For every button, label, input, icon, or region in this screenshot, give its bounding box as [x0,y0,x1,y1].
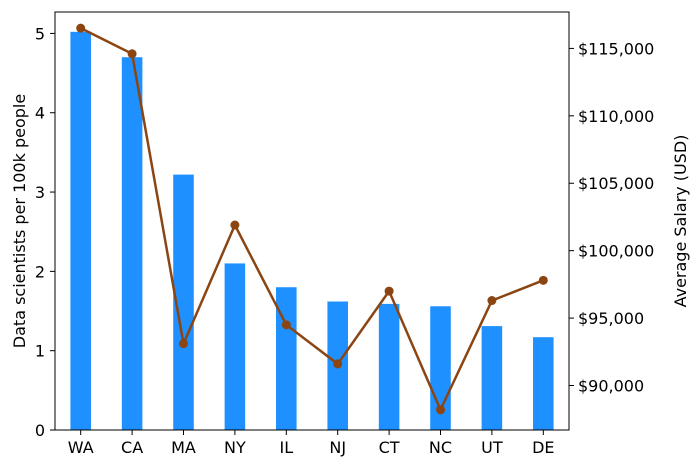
y-axis-left-label: Data scientists per 100k people [10,94,29,348]
plot-frame [54,11,570,431]
salary-point-ct [384,286,394,296]
y-right-tick-label: $105,000 [578,174,654,193]
bar-de [533,337,554,430]
salary-point-nc [436,405,445,415]
y-right-tick-label: $95,000 [578,309,644,328]
y-left-tick-label: 2 [35,262,45,281]
line-series [76,23,548,415]
y-left-tick-label: 4 [35,104,45,123]
y-right-tick-label: $115,000 [578,39,654,58]
x-tick-label: WA [68,438,94,457]
y-left-tick-label: 0 [35,421,45,440]
x-tick-label: MA [171,438,196,457]
x-tick-label: CT [379,438,400,457]
salary-point-nj [333,359,343,369]
salary-line [80,27,544,413]
salary-point-wa [76,23,86,33]
y-right-tick-label: $100,000 [578,242,654,261]
y-axis-left: 0 1 2 3 4 5 [35,24,55,440]
y-left-tick-label: 3 [35,183,45,202]
salary-point-il [281,320,291,330]
y-axis-right: $90,000 $95,000 $100,000 $105,000 $110,000 $1… [569,39,654,396]
x-tick-label: NJ [329,438,346,457]
y-axis-right-label: Average Salary (USD) [671,135,690,308]
bar-series [70,31,554,430]
salary-point-ut [487,296,497,306]
salary-point-ca [127,49,137,59]
bar-ny [224,263,246,430]
y-left-tick-label: 5 [35,24,45,43]
salary-point-de [538,275,548,285]
y-right-tick-label: $90,000 [578,377,644,396]
x-tick-label: NC [429,438,452,457]
y-left-tick-label: 1 [35,342,45,361]
bar-ca [121,57,143,430]
bar-ma [173,174,194,430]
bar-ct [378,303,400,430]
bar-ut [481,326,503,430]
x-tick-label: DE [532,438,554,457]
bar-wa [70,31,91,430]
x-tick-label: CA [121,438,143,457]
x-tick-label: NY [224,438,246,457]
bar-il [276,287,297,430]
salary-point-ny [230,220,240,230]
salary-point-ma [179,339,188,349]
x-axis: WA CA MA NY IL NJ CT NC UT DE [68,430,555,457]
x-tick-label: IL [279,438,293,457]
y-right-tick-label: $110,000 [578,107,654,126]
x-tick-label: UT [481,438,503,457]
